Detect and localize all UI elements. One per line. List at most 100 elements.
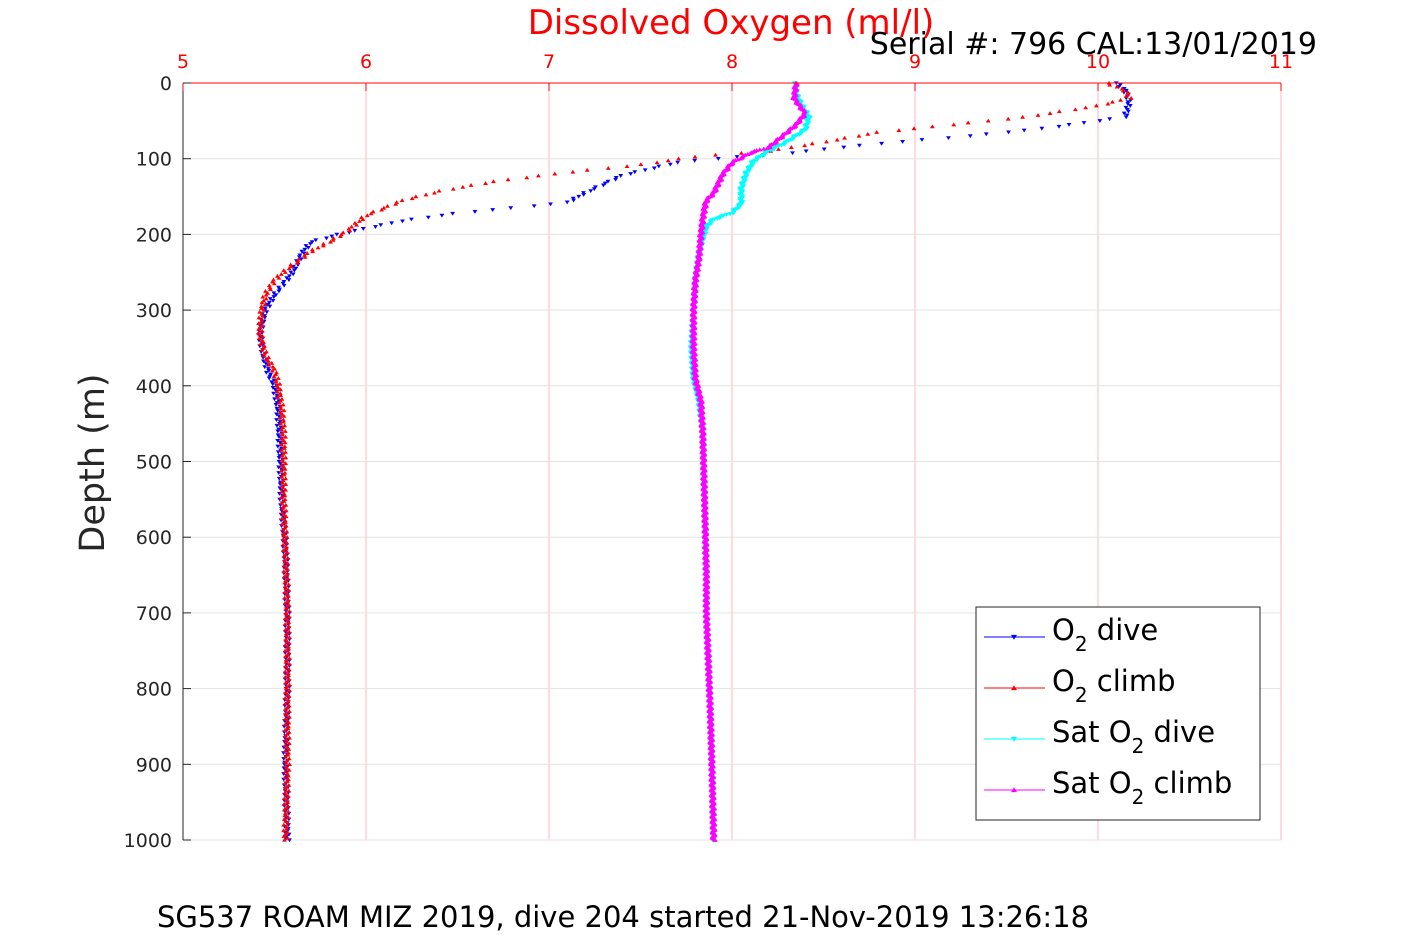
x-tick-label: 11 xyxy=(1269,51,1293,73)
data-point xyxy=(286,646,291,651)
data-point xyxy=(1123,88,1129,93)
data-point xyxy=(267,285,273,290)
data-point xyxy=(281,499,287,503)
data-point xyxy=(284,570,290,575)
data-point xyxy=(285,561,291,566)
legend-entry: O2 climb xyxy=(984,664,1176,707)
data-point xyxy=(809,141,815,146)
data-point xyxy=(281,563,287,568)
data-point xyxy=(1125,102,1131,106)
data-point xyxy=(286,747,292,751)
data-point xyxy=(364,213,370,218)
data-point xyxy=(264,349,269,354)
data-point xyxy=(286,756,292,761)
data-point xyxy=(279,495,284,500)
data-point xyxy=(472,210,478,214)
data-point xyxy=(284,805,289,810)
data-point xyxy=(360,227,366,231)
data-point xyxy=(841,145,847,150)
data-point xyxy=(584,167,590,172)
data-point xyxy=(298,257,304,262)
data-point xyxy=(281,419,286,424)
data-point xyxy=(632,170,638,175)
data-point xyxy=(675,160,681,165)
data-point xyxy=(256,336,262,341)
data-point xyxy=(588,189,594,194)
data-point xyxy=(282,754,288,759)
y-tick-label: 900 xyxy=(136,754,172,776)
data-point xyxy=(282,837,287,842)
data-point xyxy=(281,446,287,450)
legend-label: Sat O2 climb xyxy=(1052,766,1232,809)
data-point xyxy=(284,684,289,689)
data-point xyxy=(302,247,308,252)
data-point xyxy=(283,544,289,549)
data-point xyxy=(257,332,263,337)
data-point xyxy=(256,321,261,326)
data-point xyxy=(281,283,287,288)
data-point xyxy=(282,781,288,785)
data-point xyxy=(764,145,770,150)
data-point xyxy=(283,519,288,524)
data-point xyxy=(280,506,286,511)
data-point xyxy=(320,243,326,248)
data-point xyxy=(531,204,537,209)
data-point xyxy=(803,149,809,154)
data-point xyxy=(283,487,289,492)
data-point xyxy=(738,150,744,155)
data-point xyxy=(284,639,290,643)
data-point xyxy=(1097,119,1103,124)
data-point xyxy=(283,733,289,738)
data-point xyxy=(308,242,313,247)
data-point xyxy=(281,531,287,536)
data-point xyxy=(439,213,445,218)
data-point xyxy=(286,794,291,799)
data-point xyxy=(450,211,456,216)
data-point xyxy=(276,289,282,294)
data-point xyxy=(282,557,288,562)
data-point xyxy=(279,521,285,526)
data-point xyxy=(266,376,272,381)
data-point xyxy=(282,595,288,600)
y-tick-label: 600 xyxy=(136,527,172,549)
data-point xyxy=(284,779,290,784)
data-point xyxy=(286,724,291,729)
data-point xyxy=(280,527,286,532)
data-point xyxy=(393,201,399,206)
data-point xyxy=(274,423,280,428)
data-point xyxy=(508,206,514,211)
x-tick-label: 10 xyxy=(1086,51,1110,73)
data-point xyxy=(262,365,268,370)
data-point xyxy=(413,194,419,199)
data-point xyxy=(282,616,288,621)
data-point xyxy=(305,245,311,250)
data-point xyxy=(712,837,718,842)
data-point xyxy=(667,162,673,167)
data-point xyxy=(261,351,267,356)
data-point xyxy=(951,122,957,127)
data-point xyxy=(287,714,292,719)
data-point xyxy=(286,274,292,279)
y-tick-label: 200 xyxy=(136,224,172,246)
data-point xyxy=(360,217,366,221)
data-point xyxy=(276,400,282,405)
data-point xyxy=(258,319,264,324)
data-point xyxy=(273,379,279,384)
data-point xyxy=(1056,124,1062,129)
data-point xyxy=(552,171,558,176)
data-point xyxy=(287,688,292,693)
data-point xyxy=(983,132,989,137)
legend-box xyxy=(975,606,1261,821)
data-point xyxy=(271,281,277,286)
data-point xyxy=(282,748,288,753)
data-point xyxy=(313,238,319,243)
data-point xyxy=(284,798,290,802)
data-point xyxy=(900,139,905,144)
data-point xyxy=(285,593,291,598)
data-point xyxy=(275,385,281,390)
data-point xyxy=(409,196,415,201)
data-point xyxy=(279,489,285,494)
data-point xyxy=(654,160,660,165)
data-point xyxy=(291,268,297,273)
